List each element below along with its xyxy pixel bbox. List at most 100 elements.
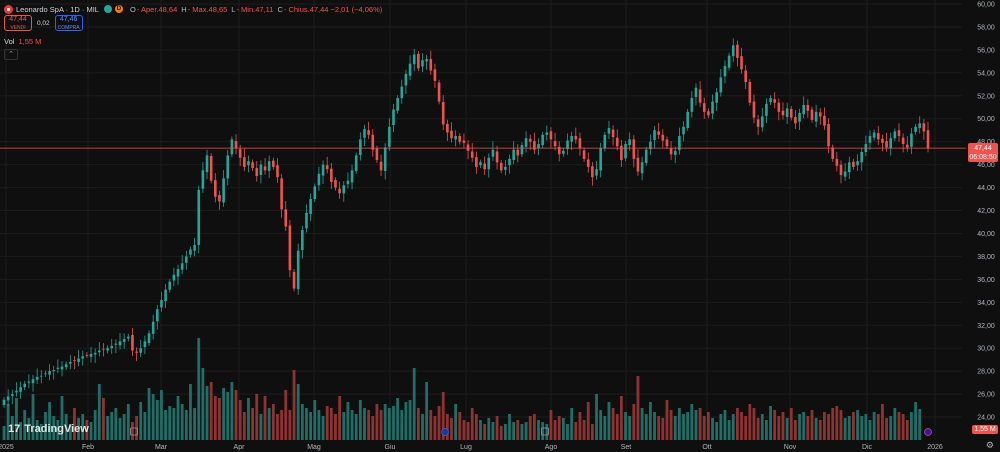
candle-body [330,168,333,182]
volume-bar [653,412,656,440]
candle-body [441,102,445,125]
candle-body [280,178,283,210]
symbol-title[interactable]: Leonardo SpA · 1D · MIL [16,4,99,14]
volume-bar [818,420,822,440]
buy-price: 47,46 [59,16,78,23]
candle-body [396,98,399,111]
candle-body [433,69,437,81]
volume-bar [317,410,321,440]
candle-body [715,92,718,103]
candle-body [512,149,515,161]
event-marker-icon[interactable] [924,428,932,436]
volume-bar [582,420,586,440]
volume-bar [682,414,685,440]
volume-bar [371,416,375,440]
volume-bar [847,416,851,440]
volume-bar [537,420,540,440]
buy-button[interactable]: 47,46 COMPRA [54,15,83,31]
candle-body [68,361,72,364]
candle-body [446,123,449,133]
volume-bar [611,408,615,440]
gear-icon[interactable]: ⚙ [985,440,994,450]
candle-body [781,110,785,116]
volume-bar [773,410,777,440]
tradingview-logo-icon: 17 [8,423,21,435]
volume-bar [628,416,632,440]
volume-bar [586,402,590,440]
candle-body [412,54,416,65]
price-tick-label: 34,00 [977,300,995,307]
candle-body [649,141,652,150]
candle-body [520,145,524,155]
candle-body [404,73,408,86]
candle-body [346,180,350,185]
volume-bar [831,408,835,440]
price-tick-label: 44,00 [977,185,995,192]
volume-bar [143,412,147,440]
dividend-marker-icon[interactable] [441,428,449,436]
tradingview-watermark[interactable]: 17 TradingView [8,423,89,435]
candle-body [756,119,760,127]
collapse-legend-button[interactable]: ⌃ [4,49,18,60]
volume-bar [624,412,627,440]
volume-bar [466,422,470,440]
volume-bar [56,420,60,440]
candle-body [10,394,14,396]
price-axis[interactable]: 60,00 58,00 56,00 54,00 52,00 50,00 48,00 46,00… [977,2,995,422]
candle-body [694,87,698,97]
volume-bar [789,408,793,440]
delayed-data-icon[interactable]: D [114,5,123,13]
volume-bar [810,410,814,440]
market-status-icon[interactable] [103,5,112,13]
earnings-marker-icon[interactable] [541,427,549,436]
close-value: - Chius.47,44 −2,01 (−4,06%) [283,4,383,14]
volume-bar [470,408,474,440]
volume-bar [118,418,122,440]
time-tick-label: Apr [234,444,246,451]
volume-bar [760,414,764,440]
candle-body [736,44,739,58]
candle-body [470,151,474,158]
volume-bar [193,408,197,440]
candle-body [798,113,801,122]
earnings-marker-icon[interactable] [130,427,138,436]
volume-bar [727,420,731,440]
time-axis[interactable]: 2025 Feb Mar Apr Mag Giu Lug Ago Set Ott Nov Dic 202… [0,444,943,451]
candle-body [661,134,665,141]
volume-bar [648,402,652,440]
sell-button[interactable]: 47,44 VENDI [4,15,32,31]
candle-body [632,139,636,159]
volume-bar [806,416,810,440]
volume-bar [702,416,706,440]
candle-body [690,98,694,112]
volume-bar [44,412,47,440]
candle-body [56,367,60,369]
volume-bar [487,418,491,440]
candle-body [354,155,358,171]
time-tick-label: Set [621,444,632,451]
candle-body [185,256,188,263]
candle-body [201,170,205,189]
candle-body [603,134,607,149]
volume-bar [503,424,507,440]
price-tick-label: 56,00 [977,47,995,54]
candle-body [176,269,180,277]
price-tick-label: 50,00 [977,116,995,123]
volume-bar [794,420,797,440]
candle-body [885,141,888,148]
candle-body [392,109,395,126]
candle-body [27,381,31,383]
volume-bar [284,390,288,440]
candle-body [562,150,565,154]
volume-legend[interactable]: Vol 1,55 M [4,37,41,46]
volume-bar [404,402,408,440]
event-markers[interactable] [130,427,932,436]
volume-bar [60,396,64,440]
volume-bar [827,414,830,440]
volume-bar [421,414,424,440]
candle-body [893,131,897,139]
candle-body [785,108,789,118]
candle-body [628,139,631,146]
